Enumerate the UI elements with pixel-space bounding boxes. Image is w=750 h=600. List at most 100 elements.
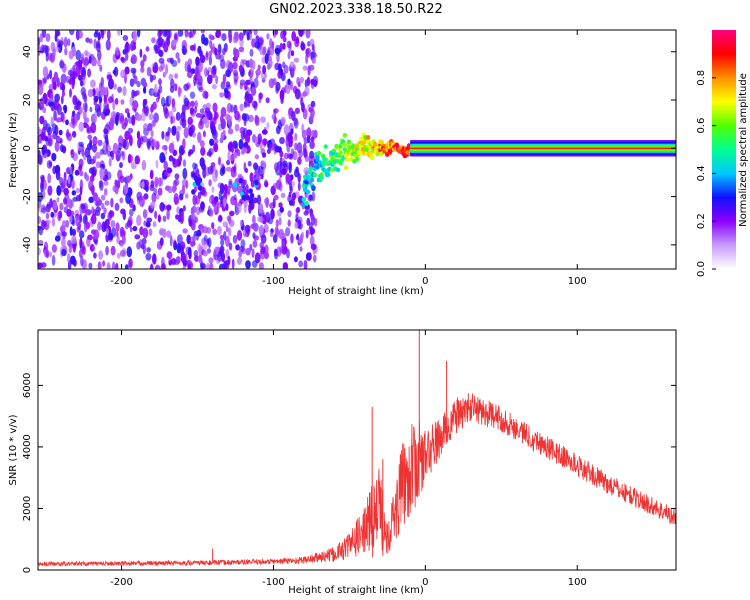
heatmap-noise-cell xyxy=(247,93,254,104)
heatmap-noise-cell xyxy=(103,180,109,186)
heatmap-noise-cell xyxy=(188,128,194,136)
heatmap-noise-cell xyxy=(226,60,232,71)
heatmap-noise-cell xyxy=(50,211,55,218)
heatmap-noise-cell xyxy=(189,236,195,248)
heatmap-noise-cell xyxy=(255,72,259,79)
heatmap-noise-cell xyxy=(269,143,275,151)
heatmap-noise-cell xyxy=(138,181,143,188)
heatmap-noise-cell xyxy=(65,119,69,126)
heatmap-noise-cell xyxy=(49,251,53,258)
heatmap-noise-cell xyxy=(166,30,171,41)
heatmap-noise-cell xyxy=(275,125,281,135)
heatmap-noise-cell xyxy=(59,60,65,69)
heatmap-noise-cell xyxy=(171,39,177,47)
heatmap-noise-cell xyxy=(275,227,280,238)
heatmap-noise-cell xyxy=(182,167,188,180)
heatmap-noise-cell xyxy=(212,64,217,75)
heatmap-noise-cell xyxy=(211,222,215,230)
heatmap-noise-cell xyxy=(85,37,90,43)
colorbar-tick-label: 0.0 xyxy=(696,261,707,277)
heatmap-noise-cell xyxy=(54,141,60,153)
heatmap-noise-cell xyxy=(209,117,216,128)
heatmap-noise-cell xyxy=(287,51,291,60)
heatmap-noise-cell xyxy=(167,126,172,134)
heatmap-noise-cell xyxy=(38,44,41,56)
heatmap-noise-cell xyxy=(103,131,109,140)
heatmap-noise-cell xyxy=(194,106,198,114)
heatmap-noise-cell xyxy=(45,212,50,220)
heatmap-noise-cell xyxy=(248,203,252,214)
heatmap-noise-cell xyxy=(248,114,254,123)
heatmap-noise-cell xyxy=(274,47,281,55)
heatmap-tone-cell xyxy=(355,156,360,162)
heatmap-noise-cell xyxy=(130,67,137,74)
heatmap-noise-cell xyxy=(88,196,94,203)
heatmap-noise-cell xyxy=(209,35,215,41)
heatmap-noise-cell xyxy=(95,200,100,207)
heatmap-noise-cell xyxy=(41,176,45,183)
heatmap-noise-cell xyxy=(52,48,56,58)
heatmap-noise-cell xyxy=(302,108,308,120)
heatmap-noise-cell xyxy=(136,80,141,88)
heatmap-noise-cell xyxy=(78,213,83,223)
heatmap-noise-cell xyxy=(240,219,243,227)
heatmap-noise-cell xyxy=(220,239,225,247)
heatmap-tone-cell xyxy=(301,197,306,203)
heatmap-noise-cell xyxy=(251,248,255,258)
heatmap-noise-cell xyxy=(42,106,47,114)
heatmap-noise-cell xyxy=(272,197,276,209)
heatmap-x-tick-label: -200 xyxy=(110,276,133,287)
heatmap-noise-cell xyxy=(126,219,133,228)
heatmap-noise-cell xyxy=(277,63,282,72)
heatmap-noise-cell xyxy=(268,78,275,89)
heatmap-noise-cell xyxy=(134,155,140,165)
heatmap-noise-cell xyxy=(51,244,58,253)
heatmap-tone-cell xyxy=(406,150,412,156)
heatmap-noise-cell xyxy=(132,102,139,109)
heatmap-noise-cell xyxy=(212,249,217,261)
heatmap-noise-cell xyxy=(303,137,309,144)
heatmap-noise-cell xyxy=(310,243,317,251)
heatmap-noise-cell xyxy=(103,207,107,215)
heatmap-noise-cell xyxy=(232,234,238,244)
heatmap-noise-cell xyxy=(71,46,77,57)
heatmap-noise-cell xyxy=(188,149,194,155)
heatmap-noise-cell xyxy=(114,179,118,187)
heatmap-noise-cell xyxy=(99,167,105,178)
heatmap-tone-cell xyxy=(345,157,350,163)
heatmap-noise-cell xyxy=(143,193,149,200)
heatmap-noise-cell xyxy=(101,203,105,210)
heatmap-noise-cell xyxy=(170,116,174,125)
heatmap-noise-cell xyxy=(283,124,290,136)
heatmap-noise-cell xyxy=(68,200,75,208)
heatmap-noise-cell xyxy=(63,104,68,114)
heatmap-noise-cell xyxy=(288,162,292,174)
heatmap-noise-cell xyxy=(116,236,121,244)
heatmap-noise-cell xyxy=(140,67,145,73)
heatmap-noise-cell xyxy=(157,50,163,57)
heatmap-noise-cell xyxy=(217,43,222,55)
heatmap-noise-cell xyxy=(64,47,68,56)
heatmap-noise-cell xyxy=(233,48,240,59)
heatmap-noise-cell xyxy=(112,142,119,155)
heatmap-noise-cell xyxy=(150,201,156,209)
snr-x-tick-label: 100 xyxy=(568,577,587,588)
heatmap-noise-cell xyxy=(217,201,221,209)
heatmap-noise-cell xyxy=(48,161,53,167)
heatmap-noise-cell xyxy=(226,166,232,172)
heatmap-noise-cell xyxy=(209,262,214,269)
heatmap-noise-cell xyxy=(291,110,296,122)
heatmap-noise-cell xyxy=(160,203,166,209)
heatmap-noise-cell xyxy=(132,204,136,212)
heatmap-noise-cell xyxy=(294,107,300,115)
heatmap-noise-cell xyxy=(104,218,110,227)
heatmap-noise-cell xyxy=(51,217,56,227)
heatmap-noise-cell xyxy=(80,80,84,87)
heatmap-noise-cell xyxy=(162,215,167,222)
heatmap-noise-cell xyxy=(69,88,72,98)
heatmap-noise-cell xyxy=(299,76,304,84)
heatmap-noise-cell xyxy=(301,231,305,239)
heatmap-noise-cell xyxy=(151,119,156,127)
heatmap-noise-cell xyxy=(93,31,98,38)
heatmap-noise-cell xyxy=(274,145,280,153)
